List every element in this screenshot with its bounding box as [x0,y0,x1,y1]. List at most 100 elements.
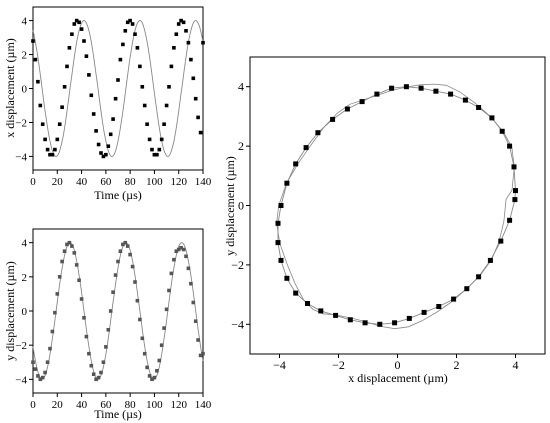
data-point [186,266,191,271]
data-point [152,152,157,157]
data-point [79,27,84,31]
data-point [184,29,188,33]
data-point [359,99,365,105]
data-point [77,20,81,25]
y-tick-label: −2 [15,340,27,352]
x-tick-label: 100 [146,176,163,188]
y-tick-label: −4 [15,374,27,386]
data-point [142,103,147,108]
data-point [157,358,162,363]
series-line [32,242,204,380]
data-point [65,242,69,247]
data-point [116,78,120,82]
data-point [50,329,55,334]
data-point [330,116,336,122]
data-point [174,32,179,36]
data-point [476,274,482,280]
data-point [333,312,339,318]
data-point [275,240,281,246]
data-point [293,161,299,167]
data-point [152,375,157,380]
data-point [116,259,120,264]
x-tick-label: 40 [76,176,88,188]
data-point [101,360,106,364]
data-point [145,365,149,370]
data-point [38,103,43,108]
y-tick-label: 4 [22,238,28,250]
x-tick-label: 140 [195,399,212,411]
data-point [389,85,395,91]
data-point [172,46,176,50]
data-point [87,73,91,77]
data-point [303,145,309,151]
data-point [140,336,145,341]
y-time-ylabel: y displacement (µm) [3,261,17,361]
data-point [451,296,457,302]
data-point [130,22,135,26]
data-point [433,88,439,94]
y-tick-label: 0 [22,84,28,96]
data-point [111,117,115,121]
data-point [48,346,52,351]
data-point [55,137,60,142]
plot-frame [32,6,204,171]
data-point [138,64,142,69]
orbit-xlabel: x displacement (µm) [348,371,448,385]
data-point [65,64,69,69]
data-point [43,137,47,142]
x-tick-label: 120 [170,399,187,411]
data-point [121,242,125,247]
data-point [45,147,50,152]
data-point [191,300,196,305]
x-tick-label: 0 [30,399,36,411]
data-point [130,264,135,269]
data-point [201,40,205,45]
series-line [277,86,516,325]
data-point [121,42,125,47]
data-point [487,257,493,263]
data-point [70,244,74,248]
data-point [150,377,154,382]
x-time-ylabel: x displacement (µm) [3,38,17,138]
data-point [96,142,101,147]
data-point [33,367,38,371]
data-point [133,32,137,36]
data-point [344,106,350,112]
data-point [62,85,67,89]
y-tick-label: 2 [238,139,244,153]
data-point [60,259,64,264]
data-point [196,338,200,342]
data-point [278,203,284,208]
data-point [72,22,77,26]
data-point [70,32,74,36]
data-point [169,64,174,69]
y-tick-label: 2 [22,272,28,284]
data-point [511,164,517,170]
y-tick-label: 4 [238,80,244,94]
x-tick-label: 140 [195,176,212,188]
orbit-ylabel: y displacement (µm) [223,156,237,256]
data-point [507,143,513,149]
data-point [67,240,72,245]
data-point [145,122,149,126]
data-point [72,251,77,255]
data-point [31,360,35,364]
data-point [189,281,193,286]
data-point [128,18,132,23]
data-point [167,85,171,89]
y-tick-label: 0 [238,199,244,213]
plot-frame [32,228,204,394]
data-point [147,137,152,142]
data-point [507,217,513,223]
data-point [512,197,518,203]
x-tick-label: 4 [513,358,519,372]
data-point [53,147,57,152]
data-point [43,370,47,375]
data-point [172,257,176,262]
data-point [176,22,181,26]
x-tick-label: −2 [332,358,345,372]
data-point [36,374,40,378]
y-tick-label: −4 [231,317,244,331]
x-tick-label: 60 [100,176,112,188]
data-point [84,334,89,339]
